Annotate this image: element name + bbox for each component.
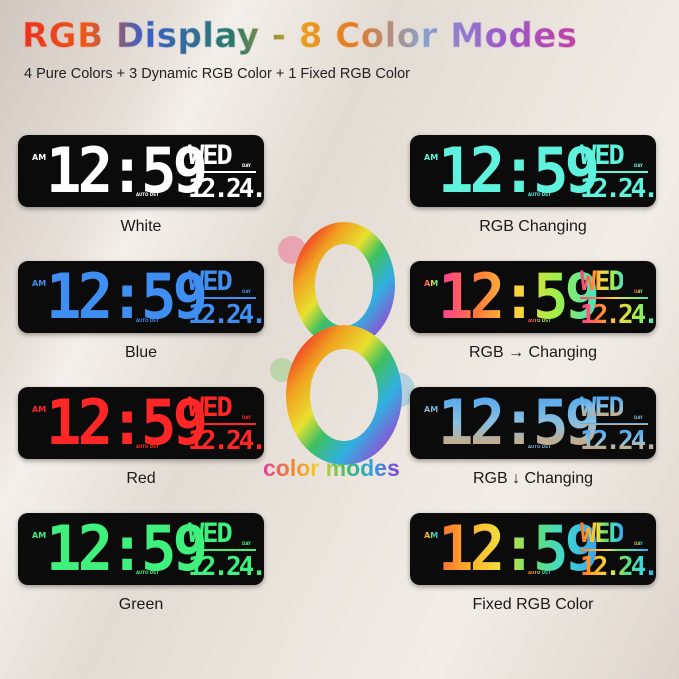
auto-dst-label: AUTO DST: [528, 192, 551, 197]
mode-label: RGB ↓ Changing: [472, 470, 594, 487]
divider: [188, 297, 256, 299]
clock-display: AM 12:59 WED DAY 12.24. AUTO DST: [18, 261, 264, 333]
mode-label: Red: [126, 470, 156, 487]
mode-label: Blue: [124, 344, 158, 361]
clock-display: AM 12:59 WED DAY 12.24. AUTO DST: [410, 135, 656, 207]
eight-infinity-graphic: [270, 222, 415, 465]
day-label: DAY: [634, 163, 643, 168]
clock-display: AM 12:59 WED DAY 12.24. AUTO DST: [18, 513, 264, 585]
mode-label: Green: [118, 596, 164, 613]
clock-time: 12:59: [438, 387, 600, 459]
clock-display: AM 12:59 WED DAY 12.24. AUTO DST: [410, 513, 656, 585]
clock-time: 12:59: [46, 387, 208, 459]
clock-display: AM 12:59 WED DAY 12.24. AUTO DST: [410, 387, 656, 459]
am-indicator: AM: [32, 153, 47, 162]
divider: [188, 423, 256, 425]
am-indicator: AM: [424, 531, 439, 540]
clock-date: 12.24.: [188, 426, 264, 456]
divider: [580, 423, 648, 425]
day-label: DAY: [242, 541, 251, 546]
day-label: DAY: [634, 415, 643, 420]
am-indicator: AM: [32, 405, 47, 414]
clock-display: AM 12:59 WED DAY 12.24. AUTO DST: [410, 261, 656, 333]
clock-day: WED: [188, 392, 233, 423]
mode-label: White: [120, 218, 162, 235]
color-modes-caption: color modes: [263, 455, 400, 481]
am-indicator: AM: [32, 279, 47, 288]
clock-time: 12:59: [46, 513, 208, 585]
clock-time: 12:59: [438, 513, 600, 585]
divider: [580, 549, 648, 551]
clock-date: 12.24.: [580, 174, 656, 204]
clock-date: 12.24.: [580, 552, 656, 582]
day-label: DAY: [242, 415, 251, 420]
am-indicator: AM: [424, 405, 439, 414]
divider: [188, 171, 256, 173]
auto-dst-label: AUTO DST: [136, 570, 159, 575]
mode-label: RGB → Changing: [468, 344, 598, 361]
mode-label: Fixed RGB Color: [472, 596, 594, 613]
mode-label: RGB Changing: [479, 218, 587, 235]
divider: [188, 549, 256, 551]
auto-dst-label: AUTO DST: [528, 570, 551, 575]
clock-day: WED: [188, 518, 233, 549]
divider: [580, 297, 648, 299]
clock-date: 12.24.: [188, 174, 264, 204]
clock-day: WED: [580, 518, 625, 549]
page-subtitle: 4 Pure Colors + 3 Dynamic RGB Color + 1 …: [24, 66, 410, 82]
clock-time: 12:59: [438, 135, 600, 207]
clock-day: WED: [580, 266, 625, 297]
page-title: RGB Display - 8 Color Modes: [22, 16, 578, 57]
day-label: DAY: [242, 163, 251, 168]
divider: [580, 171, 648, 173]
clock-display: AM 12:59 WED DAY 12.24. AUTO DST: [18, 387, 264, 459]
day-label: DAY: [242, 289, 251, 294]
clock-display: AM 12:59 WED DAY 12.24. AUTO DST: [18, 135, 264, 207]
day-label: DAY: [634, 541, 643, 546]
clock-day: WED: [580, 140, 625, 171]
clock-date: 12.24.: [580, 300, 656, 330]
am-indicator: AM: [424, 279, 439, 288]
am-indicator: AM: [424, 153, 439, 162]
clock-time: 12:59: [438, 261, 600, 333]
clock-date: 12.24.: [580, 426, 656, 456]
clock-day: WED: [188, 266, 233, 297]
auto-dst-label: AUTO DST: [528, 444, 551, 449]
auto-dst-label: AUTO DST: [136, 444, 159, 449]
clock-date: 12.24.: [188, 300, 264, 330]
auto-dst-label: AUTO DST: [136, 318, 159, 323]
auto-dst-label: AUTO DST: [136, 192, 159, 197]
clock-day: WED: [580, 392, 625, 423]
day-label: DAY: [634, 289, 643, 294]
clock-date: 12.24.: [188, 552, 264, 582]
am-indicator: AM: [32, 531, 47, 540]
clock-time: 12:59: [46, 261, 208, 333]
auto-dst-label: AUTO DST: [528, 318, 551, 323]
clock-day: WED: [188, 140, 233, 171]
clock-time: 12:59: [46, 135, 208, 207]
